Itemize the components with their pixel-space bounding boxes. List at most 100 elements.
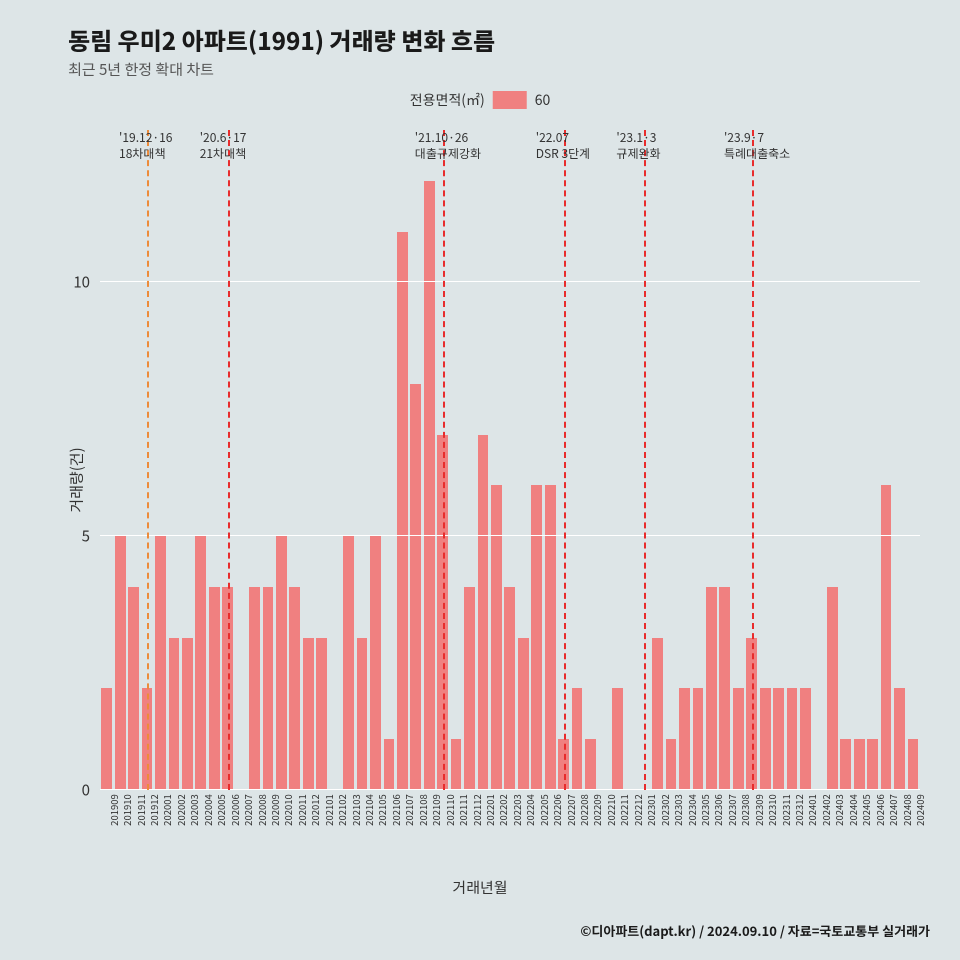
x-tick-label: 202009	[268, 794, 282, 826]
x-tick-label: 202303	[671, 794, 685, 826]
x-tick-label: 202301	[644, 794, 658, 826]
x-tick-label: 202206	[550, 794, 564, 826]
bar-slot: 202107	[396, 130, 409, 790]
bar-slot: 202011	[288, 130, 301, 790]
bar	[343, 536, 354, 790]
bar-slot: 202106	[382, 130, 395, 790]
bar-slot: 202008	[248, 130, 261, 790]
bar	[894, 688, 905, 790]
x-tick-label: 202004	[201, 794, 215, 826]
x-tick-label: 202106	[389, 794, 403, 826]
x-tick-label: 202407	[886, 794, 900, 826]
x-tick-label: 202102	[335, 794, 349, 826]
bar-slot: 202201	[476, 130, 489, 790]
bar	[195, 536, 206, 790]
bar-slot: 202108	[409, 130, 422, 790]
x-tick-label: 202005	[214, 794, 228, 826]
x-tick-label: 202310	[765, 794, 779, 826]
bar	[773, 688, 784, 790]
bar	[464, 587, 475, 790]
bar-slot: 202303	[664, 130, 677, 790]
y-tick-label: 0	[82, 780, 90, 801]
bar-slot: 202103	[342, 130, 355, 790]
bar	[263, 587, 274, 790]
bar-slot: 202409	[906, 130, 919, 790]
bar	[706, 587, 717, 790]
plot: 2019092019102019112019122020012020022020…	[100, 130, 920, 790]
x-tick-label: 202302	[658, 794, 672, 826]
bar	[115, 536, 126, 790]
x-tick-label: 201909	[107, 794, 121, 826]
x-tick-label: 202208	[577, 794, 591, 826]
bar-slot: 202001	[154, 130, 167, 790]
bar-slot: 202105	[369, 130, 382, 790]
y-tick-label: 5	[82, 526, 90, 547]
bar-slot: 202307	[718, 130, 731, 790]
bar-slot: 202209	[584, 130, 597, 790]
legend-value: 60	[535, 90, 551, 110]
x-tick-label: 202104	[362, 794, 376, 826]
bar	[693, 688, 704, 790]
x-tick-label: 202112	[470, 794, 484, 826]
bar-slot: 202004	[194, 130, 207, 790]
grid-line	[100, 535, 920, 536]
x-axis-label: 거래년월	[452, 877, 507, 898]
policy-vline	[644, 130, 646, 790]
policy-vline	[564, 130, 566, 790]
bar-slot: 202404	[839, 130, 852, 790]
bar-slot: 201910	[113, 130, 126, 790]
chart-area: 2019092019102019112019122020012020022020…	[100, 130, 920, 790]
title-block: 동림 우미2 아파트(1991) 거래량 변화 흐름 최근 5년 한정 확대 차…	[68, 22, 495, 80]
bar	[531, 485, 542, 790]
x-tick-label: 202111	[456, 794, 470, 826]
bar-slot: 202402	[812, 130, 825, 790]
bars-container: 2019092019102019112019122020012020022020…	[100, 130, 920, 790]
bar	[155, 536, 166, 790]
bar	[209, 587, 220, 790]
x-tick-label: 202306	[711, 794, 725, 826]
bar-slot: 202311	[772, 130, 785, 790]
bar	[128, 587, 139, 790]
bar-slot: 202203	[503, 130, 516, 790]
x-tick-label: 202010	[281, 794, 295, 826]
bar-slot: 201909	[100, 130, 113, 790]
bar	[787, 688, 798, 790]
bar	[491, 485, 502, 790]
bar	[827, 587, 838, 790]
policy-annotation: '22.07DSR 3단계	[536, 130, 590, 162]
bar-slot: 202310	[758, 130, 771, 790]
legend: 전용면적(㎡) 60	[410, 90, 551, 110]
bar-slot: 202401	[799, 130, 812, 790]
bar-slot: 202302	[651, 130, 664, 790]
bar	[182, 638, 193, 790]
bar	[289, 587, 300, 790]
policy-vline	[752, 130, 754, 790]
bar	[504, 587, 515, 790]
bar-slot: 202407	[879, 130, 892, 790]
x-tick-label: 202006	[228, 794, 242, 826]
bar	[370, 536, 381, 790]
policy-annotation: '19.12·1618차대책	[119, 130, 172, 162]
x-tick-label: 202203	[510, 794, 524, 826]
x-tick-label: 202101	[322, 794, 336, 826]
bar-slot: 202211	[611, 130, 624, 790]
x-tick-label: 202404	[846, 794, 860, 826]
bar-slot: 202109	[423, 130, 436, 790]
x-tick-label: 202402	[819, 794, 833, 826]
bar-slot: 201911	[127, 130, 140, 790]
bar-slot: 202205	[530, 130, 543, 790]
bar-slot: 202104	[355, 130, 368, 790]
grid-line	[100, 789, 920, 790]
x-tick-label: 202309	[752, 794, 766, 826]
x-tick-label: 202308	[738, 794, 752, 826]
policy-vline	[147, 130, 149, 790]
bar-slot: 202010	[275, 130, 288, 790]
x-tick-label: 201910	[120, 794, 134, 826]
bar	[249, 587, 260, 790]
bar	[881, 485, 892, 790]
bar	[397, 232, 408, 790]
x-tick-label: 202207	[564, 794, 578, 826]
bar-slot: 202009	[261, 130, 274, 790]
bar	[316, 638, 327, 790]
bar	[679, 688, 690, 790]
